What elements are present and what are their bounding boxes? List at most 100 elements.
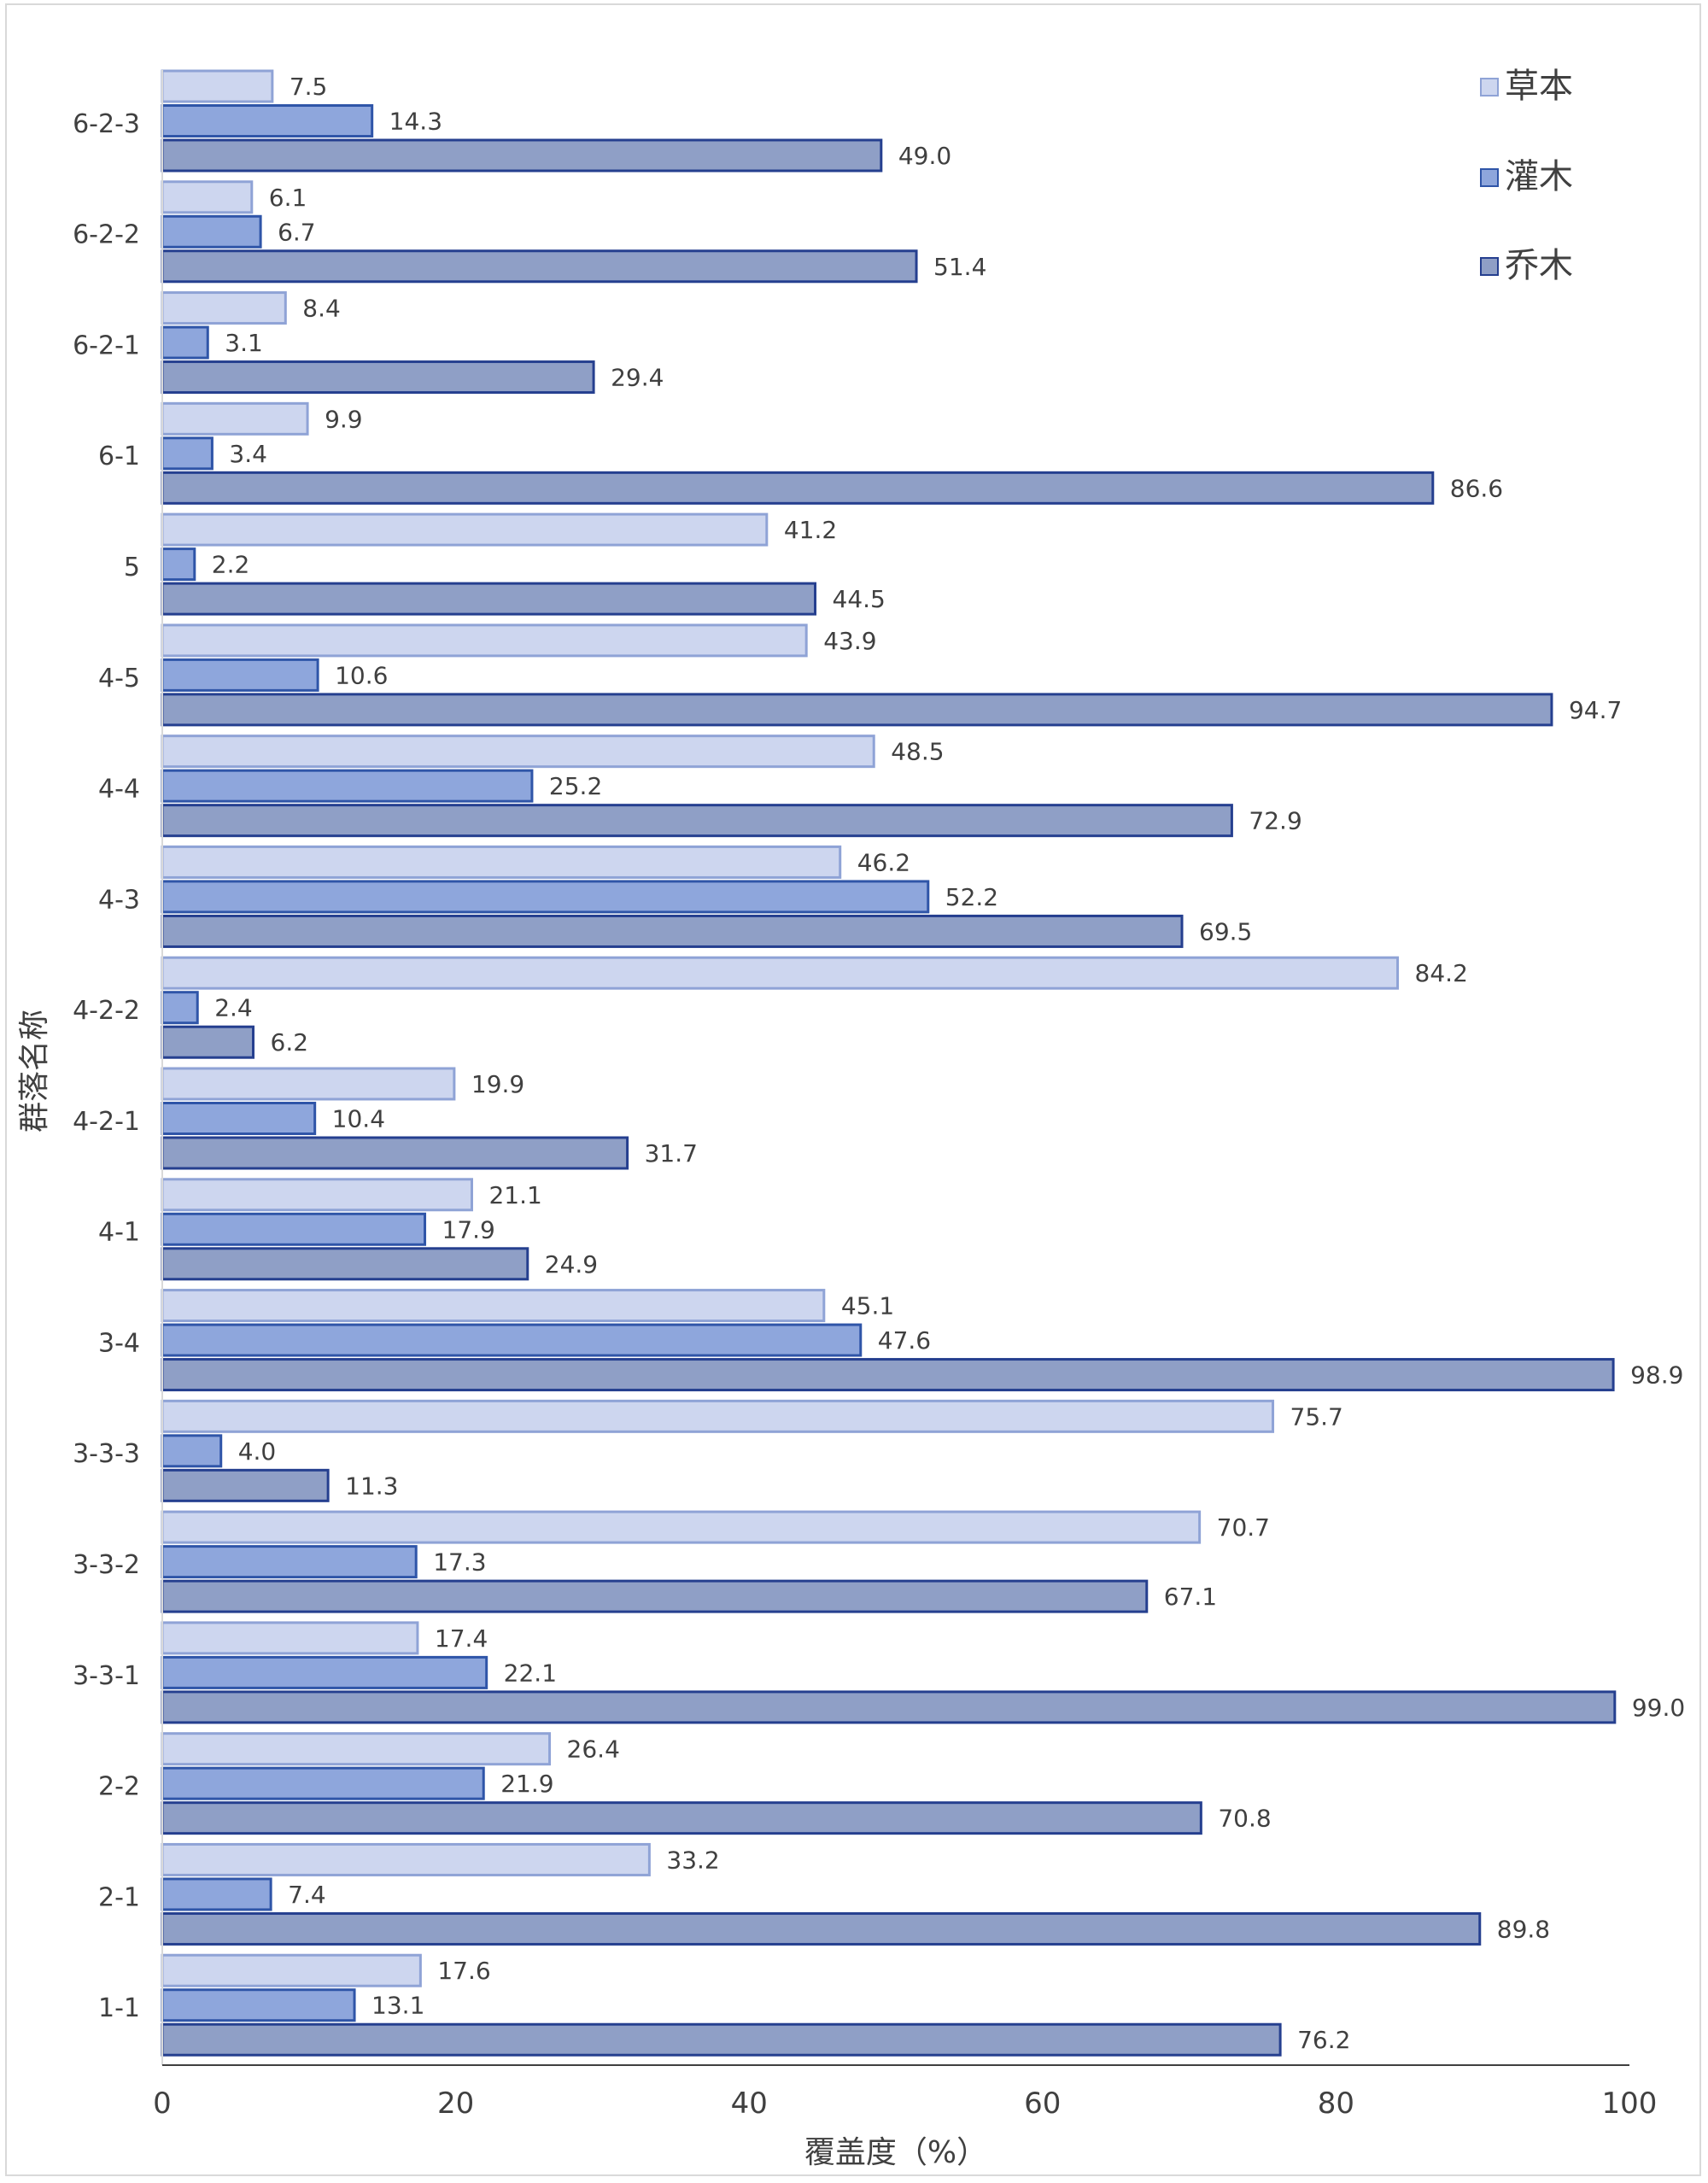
value-label-tree-3-3-1: 99.0	[1632, 1694, 1685, 1722]
category-label-6-2-3: 6-2-3	[73, 109, 140, 139]
chart-frame: 7.5 14.3 49.0 6.1 6.7 51.4 8.4 3.1 29.4 9.9 3.4 86.…	[5, 3, 1701, 2176]
category-label-4-4: 4-4	[98, 775, 140, 805]
bars-layer	[161, 69, 1617, 2057]
x-tick-label-40: 40	[731, 2086, 768, 2121]
value-label-herb-6-2-3: 7.5	[290, 73, 328, 101]
value-label-shrub-6-2-2: 6.7	[278, 218, 316, 246]
bar-shrub-6-2-2	[161, 214, 262, 249]
x-tick-label-100: 100	[1602, 2086, 1658, 2121]
value-label-tree-6-2-1: 29.4	[611, 364, 664, 392]
category-label-3-3-3: 3-3-3	[73, 1439, 140, 1469]
bar-tree-6-2-2	[161, 249, 918, 284]
y-axis-title: 群落名称	[17, 1010, 52, 1132]
bar-shrub-5	[161, 547, 196, 582]
value-label-herb-5: 41.2	[784, 516, 837, 544]
value-label-herb-4-4: 48.5	[891, 738, 944, 766]
bar-tree-6-2-1	[161, 360, 595, 395]
value-label-herb-4-3: 46.2	[857, 848, 910, 876]
bar-chart: 7.5 14.3 49.0 6.1 6.7 51.4 8.4 3.1 29.4 9.9 3.4 86.…	[17, 67, 1685, 2170]
value-label-tree-5: 44.5	[833, 585, 886, 613]
legend-swatch-herb	[1480, 78, 1499, 97]
bar-herb-4-1	[161, 1178, 473, 1212]
category-labels-layer: 6-2-3 6-2-2 6-2-1 6-1 5 4-5 4-4 4-3 4-2-2 4-2-1 4-…	[73, 109, 140, 2023]
value-label-tree-1-1: 76.2	[1297, 2026, 1350, 2054]
bar-herb-4-5	[161, 623, 808, 658]
bar-tree-2-1	[161, 1911, 1482, 1946]
category-label-4-5: 4-5	[98, 664, 140, 694]
bar-tree-4-4	[161, 804, 1233, 838]
value-label-shrub-3-3-1: 22.1	[504, 1659, 557, 1687]
category-label-3-3-1: 3-3-1	[73, 1661, 140, 1691]
bar-tree-5	[161, 582, 817, 616]
value-label-tree-4-3: 69.5	[1199, 917, 1252, 945]
bar-shrub-6-2-3	[161, 104, 374, 138]
value-label-tree-6-1: 86.6	[1450, 474, 1503, 502]
bar-tree-3-3-1	[161, 1690, 1617, 1724]
bar-herb-6-1	[161, 401, 309, 436]
bar-tree-4-1	[161, 1247, 529, 1281]
value-label-tree-3-3-3: 11.3	[345, 1472, 398, 1500]
bar-shrub-3-3-1	[161, 1655, 488, 1689]
value-label-tree-4-2-2: 6.2	[271, 1028, 309, 1056]
bar-shrub-4-1	[161, 1212, 427, 1246]
value-label-shrub-2-1: 7.4	[288, 1881, 326, 1909]
value-label-tree-3-4: 98.9	[1630, 1361, 1683, 1390]
category-label-4-2-2: 4-2-2	[73, 996, 140, 1026]
bar-shrub-4-3	[161, 880, 930, 914]
bar-shrub-4-5	[161, 658, 319, 692]
x-tick-labels-layer: 0 20 40 60 80 100	[153, 2086, 1657, 2121]
category-label-4-3: 4-3	[98, 885, 140, 915]
value-label-herb-6-2-1: 8.4	[302, 295, 341, 323]
bar-shrub-3-3-3	[161, 1434, 223, 1468]
value-label-herb-3-3-1: 17.4	[435, 1624, 488, 1653]
bar-herb-3-4	[161, 1289, 826, 1323]
value-label-tree-4-5: 94.7	[1569, 696, 1622, 724]
value-label-tree-2-2: 70.8	[1218, 1805, 1271, 1833]
x-tick-label-0: 0	[153, 2086, 172, 2121]
value-label-herb-3-4: 45.1	[841, 1292, 894, 1320]
value-label-herb-4-1: 21.1	[488, 1181, 541, 1209]
value-label-shrub-3-3-2: 17.3	[433, 1548, 486, 1577]
value-label-shrub-4-2-1: 10.4	[332, 1105, 385, 1133]
bar-shrub-3-3-2	[161, 1545, 418, 1579]
value-label-tree-4-4: 72.9	[1249, 807, 1301, 835]
value-label-herb-3-3-2: 70.7	[1217, 1513, 1270, 1542]
value-label-herb-1-1: 17.6	[437, 1957, 490, 1985]
bar-shrub-4-2-2	[161, 991, 199, 1025]
bar-herb-4-3	[161, 845, 842, 879]
bar-herb-3-3-2	[161, 1510, 1202, 1544]
bar-tree-3-3-3	[161, 1468, 330, 1502]
value-label-tree-6-2-3: 49.0	[898, 142, 951, 170]
bar-herb-4-2-1	[161, 1067, 456, 1101]
value-label-herb-2-2: 26.4	[567, 1735, 620, 1764]
value-label-shrub-6-1: 3.4	[229, 440, 267, 468]
value-label-shrub-1-1: 13.1	[371, 1992, 424, 2020]
value-label-tree-4-1: 24.9	[545, 1250, 598, 1279]
bar-shrub-2-1	[161, 1877, 272, 1911]
value-label-tree-4-2-1: 31.7	[645, 1139, 698, 1168]
legend-swatch-tree	[1480, 257, 1499, 276]
value-label-shrub-3-4: 47.6	[878, 1326, 931, 1355]
value-label-shrub-2-2: 21.9	[500, 1770, 553, 1798]
value-label-shrub-4-4: 25.2	[549, 772, 602, 800]
legend-label-tree: 乔木	[1505, 246, 1573, 285]
bar-shrub-6-1	[161, 436, 214, 471]
bar-herb-6-2-2	[161, 180, 254, 214]
value-label-shrub-6-2-1: 3.1	[225, 329, 263, 357]
bar-herb-2-2	[161, 1732, 552, 1766]
value-label-tree-6-2-2: 51.4	[933, 253, 986, 281]
category-label-2-1: 2-1	[98, 1882, 140, 1912]
bar-tree-3-4	[161, 1358, 1615, 1392]
value-label-shrub-4-2-2: 2.4	[214, 994, 253, 1022]
category-label-1-1: 1-1	[98, 1993, 140, 2023]
x-axis-title: 覆盖度（%）	[804, 2135, 987, 2170]
bar-shrub-1-1	[161, 1988, 356, 2022]
category-label-3-3-2: 3-3-2	[73, 1550, 140, 1580]
value-label-shrub-3-3-3: 4.0	[238, 1437, 277, 1466]
legend: 草本 灌木 乔木	[1480, 67, 1573, 285]
bar-shrub-3-4	[161, 1323, 863, 1357]
bar-tree-2-2	[161, 1801, 1202, 1835]
bar-herb-4-4	[161, 734, 875, 769]
value-label-herb-4-2-2: 84.2	[1415, 959, 1468, 987]
bar-shrub-4-4	[161, 769, 534, 803]
